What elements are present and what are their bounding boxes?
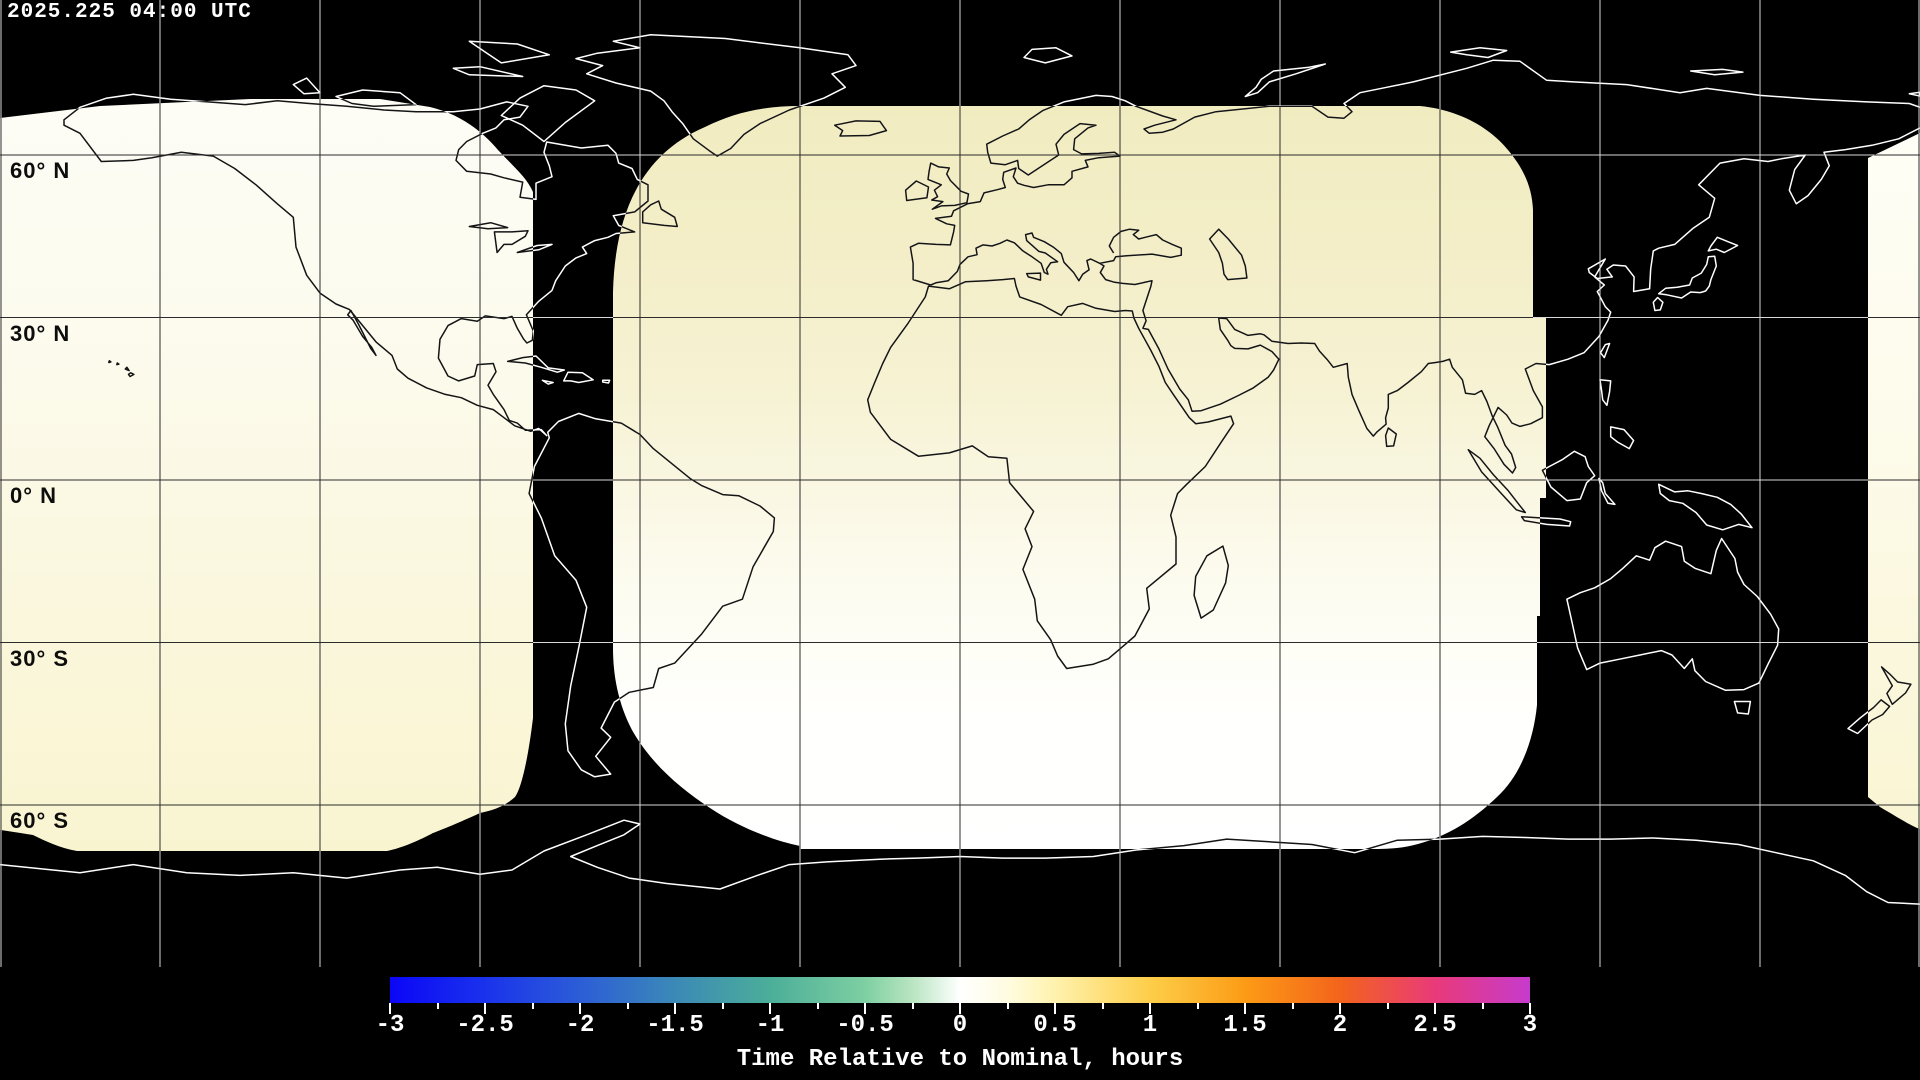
- colorbar-minor-tick: [1481, 1003, 1484, 1009]
- lat-label-60S: 60° S: [10, 808, 70, 833]
- colorbar-minor-tick: [1101, 1003, 1104, 1009]
- colorbar-label--1: -1: [755, 1012, 785, 1039]
- kyushu-coast: [1652, 296, 1664, 312]
- colorbar-minor-tick: [626, 1003, 629, 1009]
- colorbar-major-tick: [579, 1003, 581, 1014]
- severnaya-zemlya-coast: [1449, 47, 1508, 59]
- lat-label-0N: 0° N: [10, 483, 58, 508]
- colorbar-major-tick: [769, 1003, 771, 1014]
- lat-label-60N: 60° N: [10, 158, 71, 183]
- wrangel-island-coast: [1908, 91, 1920, 97]
- puerto-rico-coast: [601, 379, 611, 384]
- svalbard-coast: [1023, 47, 1073, 64]
- colorbar-minor-tick: [531, 1003, 534, 1009]
- colorbar-label-2: 2: [1332, 1012, 1348, 1039]
- colorbar-major-tick: [1149, 1003, 1151, 1014]
- swath-west: [0, 99, 533, 851]
- colorbar-gradient: [390, 977, 1530, 1003]
- colorbar-major-tick: [1434, 1003, 1436, 1014]
- sumatra-coast-dark: [1467, 448, 1527, 514]
- colorbar-label-3: 3: [1522, 1012, 1538, 1039]
- colorbar-major-tick: [1339, 1003, 1341, 1014]
- great-lakes-michigan-huron-coast-dark: [493, 230, 529, 254]
- colorbar-major-tick: [389, 1003, 391, 1014]
- borneo-coast: [1541, 450, 1596, 502]
- swath-wrap-east: [1868, 133, 1920, 829]
- luzon-coast: [1599, 379, 1612, 407]
- colorbar-major-tick: [1529, 1003, 1531, 1014]
- colorbar-label--0.5: -0.5: [836, 1012, 894, 1039]
- lat-label-30S: 30° S: [10, 646, 70, 671]
- africa-coast-dark: [866, 277, 1235, 670]
- baja-california-coast-dark: [346, 309, 377, 357]
- colorbar-major-tick: [1054, 1003, 1056, 1014]
- hawaii-3-coast-dark: [124, 366, 130, 372]
- honshu-coast: [1657, 255, 1718, 299]
- colorbar-title: Time Relative to Nominal, hours: [736, 1046, 1184, 1073]
- colorbar-minor-tick: [1006, 1003, 1009, 1009]
- sri-lanka-coast-dark: [1384, 427, 1398, 448]
- novaya-zemlya-coast: [1244, 63, 1327, 98]
- colorbar-label-1: 1: [1142, 1012, 1158, 1039]
- swath-central: [613, 106, 1546, 849]
- colorbar-minor-tick: [816, 1003, 819, 1009]
- australia-coast: [1566, 537, 1780, 691]
- colorbar-minor-tick: [1291, 1003, 1294, 1009]
- colorbar-label-2.5: 2.5: [1413, 1012, 1457, 1039]
- ireland-coast-dark: [904, 180, 930, 202]
- colorbar-label-0.5: 0.5: [1033, 1012, 1077, 1039]
- hawaii-2-coast-dark: [116, 362, 120, 366]
- colorbar-major-tick: [1244, 1003, 1246, 1014]
- colorbar-label-0: 0: [952, 1012, 968, 1039]
- lat-label-30N: 30° N: [10, 321, 71, 346]
- colorbar-major-tick: [674, 1003, 676, 1014]
- tasmania-coast: [1733, 700, 1752, 715]
- madagascar-coast-dark: [1193, 545, 1230, 619]
- world-map: [0, 0, 1920, 967]
- great-britain-coast-dark: [927, 162, 970, 210]
- hawaii-4-coast-dark: [127, 372, 135, 378]
- colorbar-minor-tick: [1386, 1003, 1389, 1009]
- timestamp-label: 2025.225 04:00 UTC: [7, 1, 252, 24]
- colorbar-minor-tick: [721, 1003, 724, 1009]
- colorbar-label--2.5: -2.5: [456, 1012, 514, 1039]
- hispaniola-coast: [562, 371, 594, 384]
- new-guinea-coast: [1657, 483, 1753, 531]
- sicily-coast-dark: [1025, 272, 1042, 281]
- baffin-island-coast: [500, 84, 596, 143]
- colorbar-major-tick: [864, 1003, 866, 1014]
- jamaica-coast: [541, 379, 554, 385]
- ellesmere-island-coast: [468, 40, 551, 64]
- colorbar-label--2: -2: [565, 1012, 595, 1039]
- colorbar-minor-tick: [911, 1003, 914, 1009]
- europe-mainland-coast-dark: [909, 99, 1920, 286]
- colorbar-minor-tick: [1196, 1003, 1199, 1009]
- banks-island-coast: [292, 77, 321, 95]
- hokkaido-coast: [1707, 236, 1739, 254]
- newfoundland-coast-dark: [641, 200, 679, 228]
- antarctica-coast: [0, 819, 1920, 905]
- colorbar-label--3: -3: [375, 1012, 405, 1039]
- hawaii-1-coast-dark: [108, 360, 112, 364]
- caspian-sea-coast-dark: [1208, 228, 1248, 281]
- colorbar-label-1.5: 1.5: [1223, 1012, 1267, 1039]
- great-lakes-superior-coast-dark: [468, 221, 509, 230]
- new-siberian-islands-coast: [1689, 68, 1744, 76]
- nz-north-island-coast-dark: [1880, 666, 1912, 706]
- mindanao-coast: [1609, 426, 1635, 450]
- colorbar-minor-tick: [436, 1003, 439, 1009]
- colorbar-label--1.5: -1.5: [646, 1012, 704, 1039]
- iceland-coast-dark: [833, 120, 888, 137]
- sulawesi-coast: [1598, 477, 1616, 506]
- colorbar-major-tick: [484, 1003, 486, 1014]
- colorbar-major-tick: [959, 1003, 961, 1014]
- mediterranean-europe-coast-dark: [930, 232, 1101, 286]
- coverage-swaths: [0, 99, 1920, 851]
